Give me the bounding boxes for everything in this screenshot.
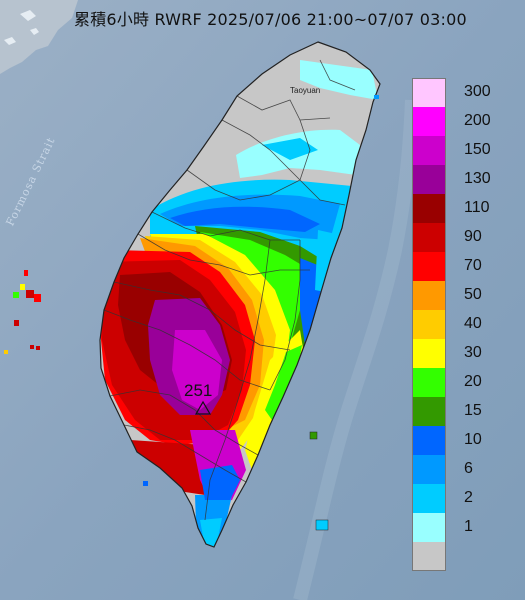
legend-swatch [412,136,446,165]
guishan-island [374,95,379,99]
legend-label: 40 [464,315,482,332]
legend-label: 1 [464,518,473,535]
legend-swatch [412,455,446,484]
max-rainfall-value: 251 [184,381,213,400]
legend-label: 300 [464,83,491,100]
legend-label: 15 [464,402,482,419]
legend-swatch [412,107,446,136]
legend-swatch [412,281,446,310]
legend-swatch [412,165,446,194]
legend-swatch [412,426,446,455]
green-island [309,431,318,440]
legend-swatch [412,484,446,513]
legend-label: 2 [464,489,473,506]
legend-swatch [412,368,446,397]
legend-label: 110 [464,199,490,216]
legend-swatch [412,397,446,426]
penghu-islands [4,270,41,354]
legend-label: 20 [464,373,482,390]
map-title: 累積6小時 RWRF 2025/07/06 21:00~07/07 03:00 [74,10,467,29]
legend-label: 10 [464,431,482,448]
legend-swatch [412,194,446,223]
triangle-max-marker-icon [194,400,212,415]
city-label: Taoyuan [290,86,321,95]
legend-swatch [412,513,446,542]
legend-label: 150 [464,141,491,158]
legend-swatch [412,339,446,368]
legend-label: 6 [464,460,473,477]
legend-swatch [412,78,446,107]
legend-swatch [412,252,446,281]
legend-swatch [412,223,446,252]
liuqiu-island [143,481,148,486]
china-coast-islets [4,10,39,45]
legend-label: 130 [464,170,491,187]
legend-label: 30 [464,344,482,361]
legend-swatch [412,542,446,571]
taiwan-island [99,41,381,548]
shelf-edge [293,99,419,600]
legend-label: 200 [464,112,491,129]
orchid-island [315,519,329,531]
legend-swatch [412,310,446,339]
china-coast [0,0,78,74]
legend-label: 50 [464,286,482,303]
legend-label: 90 [464,228,482,245]
legend-label: 70 [464,257,482,274]
